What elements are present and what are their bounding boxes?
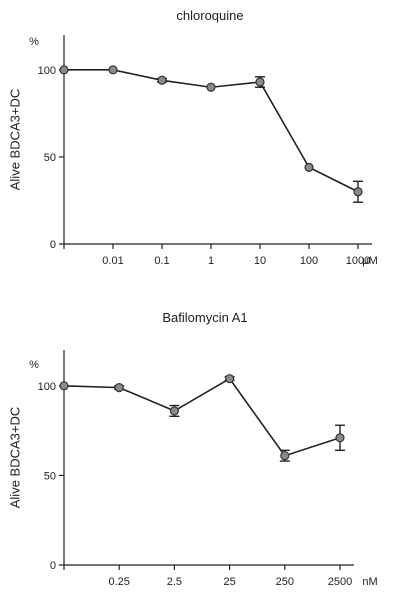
x-tick-label: 10 [254, 255, 266, 267]
x-tick-label: 0.1 [154, 255, 169, 267]
data-point [169, 406, 179, 416]
y-tick-label: 100 [38, 65, 56, 77]
series-line [63, 377, 341, 457]
y-axis-label: Alive BDCA3+DC [7, 89, 22, 191]
y-axis-unit: % [29, 36, 39, 48]
y-tick-label: 50 [44, 470, 56, 482]
data-marks [59, 374, 345, 462]
axes: 0 50 100 0.01 0.1 1 10 100 1000 [38, 35, 372, 267]
data-point [280, 451, 290, 461]
data-marks [59, 65, 363, 203]
chart-bafilomycin: Bafilomycin A1 Alive BDCA3+DC % nM 0 50 10… [7, 310, 377, 588]
y-tick-label: 100 [38, 381, 56, 393]
x-tick-label: 0.25 [108, 576, 129, 588]
data-point [353, 187, 363, 197]
data-point [206, 82, 216, 92]
data-point [157, 75, 167, 85]
axes: 0 50 100 0.25 2.5 25 250 2500 [38, 350, 354, 588]
chart-title: Bafilomycin A1 [162, 310, 247, 325]
x-tick-label: 100 [300, 255, 318, 267]
data-point [255, 77, 265, 87]
y-tick-label: 50 [44, 152, 56, 164]
x-tick-label: 2500 [328, 576, 352, 588]
x-tick-label: 25 [223, 576, 235, 588]
x-tick-label: 2.5 [167, 576, 182, 588]
y-tick-label: 0 [50, 560, 56, 572]
x-tick-label: 1000 [346, 255, 370, 267]
data-point [59, 381, 69, 391]
x-axis-unit: μM [362, 255, 378, 267]
y-axis-unit: % [29, 359, 39, 371]
x-axis-unit: nM [362, 576, 377, 588]
data-point [225, 374, 235, 384]
y-axis-label: Alive BDCA3+DC [7, 407, 22, 509]
y-tick-label: 0 [50, 239, 56, 251]
chart-chloroquine: chloroquine Alive BDCA3+DC % μM 0 50 100 0.… [7, 8, 377, 267]
data-point [59, 65, 69, 75]
data-point [108, 65, 118, 75]
chart-title: chloroquine [176, 8, 243, 23]
data-point [304, 162, 314, 172]
x-tick-label: 250 [276, 576, 294, 588]
data-point [114, 383, 124, 393]
data-point [335, 433, 345, 443]
x-tick-label: 1 [208, 255, 214, 267]
x-tick-label: 0.01 [102, 255, 123, 267]
